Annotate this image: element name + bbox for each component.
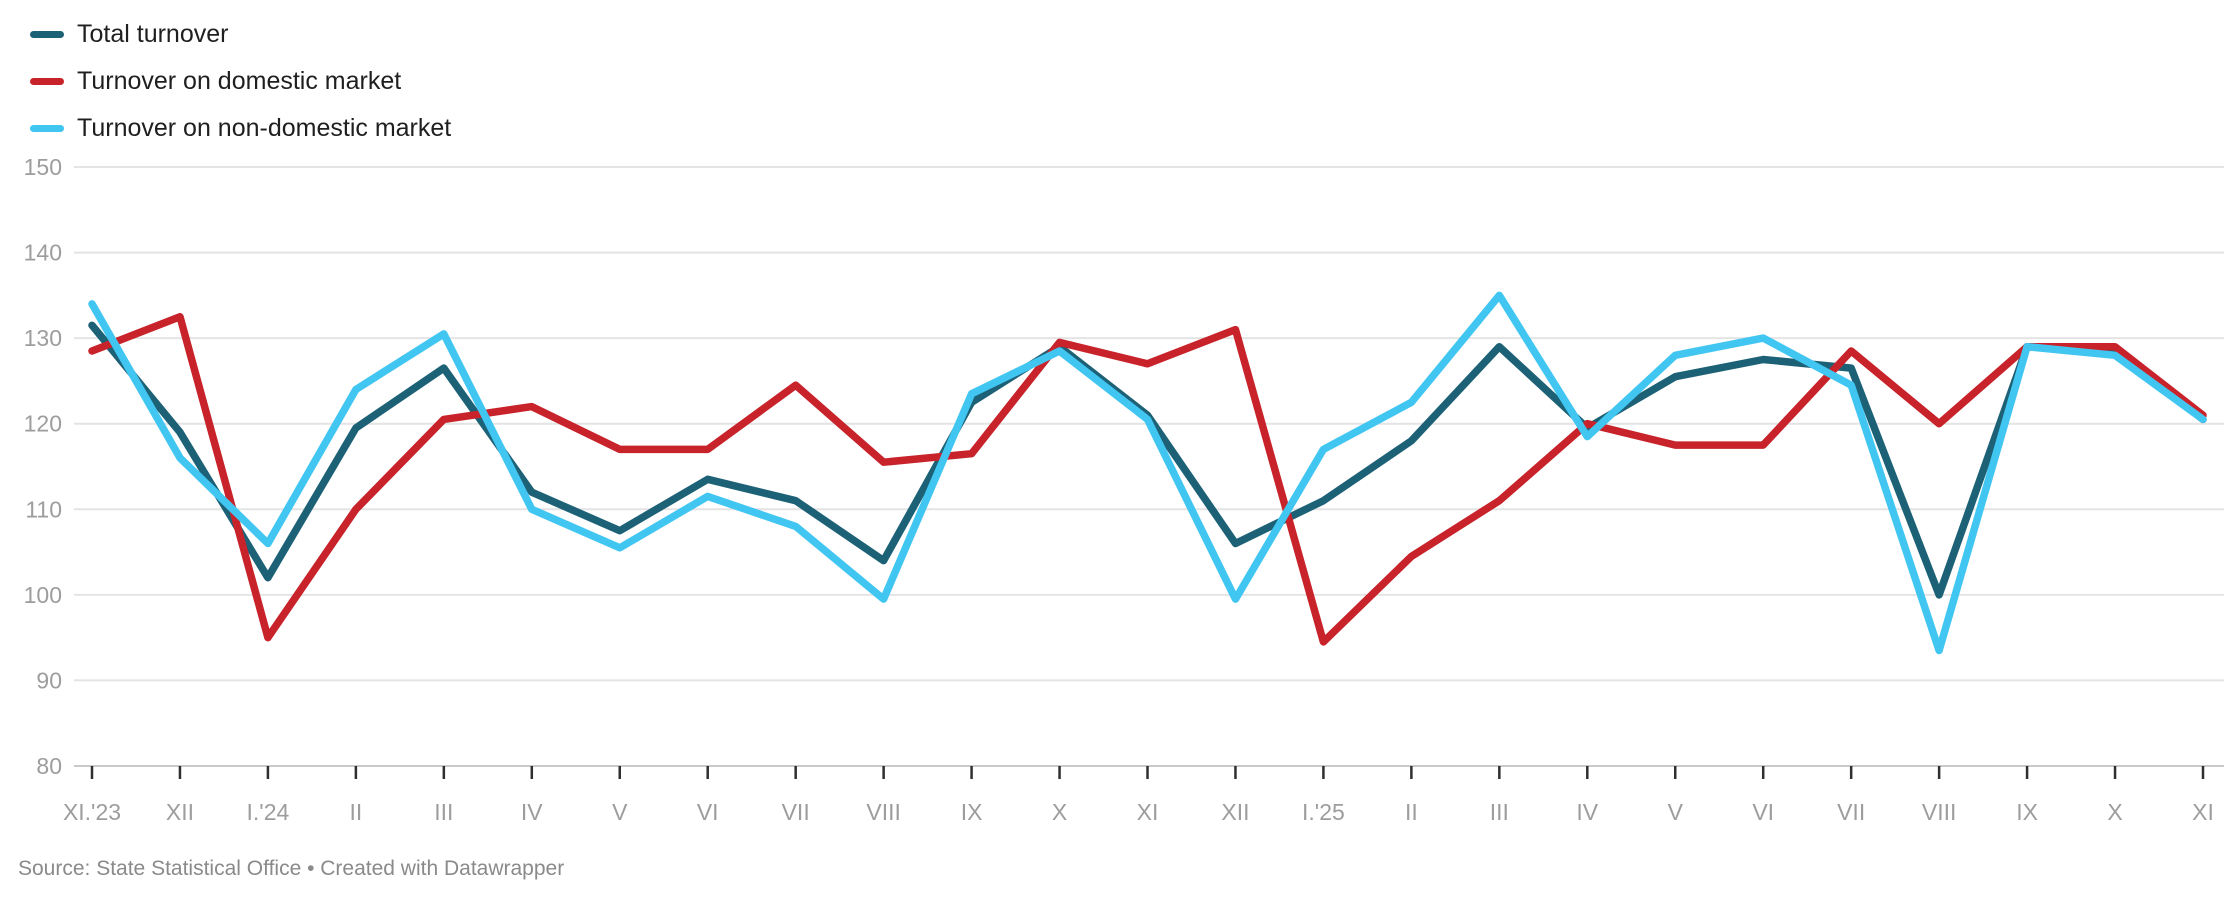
x-axis-label-0: XI.'23: [63, 799, 121, 825]
legend-item-domestic-market[interactable]: Turnover on domestic market: [30, 67, 451, 96]
line-turnover-on-domestic-market[interactable]: [88, 313, 2207, 646]
x-axis-label-5: IV: [521, 799, 543, 825]
legend-item-total-turnover[interactable]: Total turnover: [30, 20, 451, 49]
x-axis-label-1: XII: [166, 799, 194, 825]
legend-swatch-domestic-market: [30, 78, 64, 85]
y-axis-label-140: 140: [24, 240, 62, 266]
x-axis-label-15: II: [1405, 799, 1418, 825]
x-axis-label-7: VI: [697, 799, 719, 825]
legend-item-non-domestic-market[interactable]: Turnover on non-domestic market: [30, 114, 451, 143]
x-axis-label-24: XI: [2192, 799, 2214, 825]
x-axis-label-13: XII: [1221, 799, 1249, 825]
legend-swatch-total-turnover: [30, 31, 64, 38]
y-axis-label-90: 90: [36, 667, 62, 693]
x-axis-label-23: X: [2107, 799, 2122, 825]
x-axis-label-6: V: [612, 799, 628, 825]
x-axis-label-2: I.'24: [247, 799, 290, 825]
y-axis-label-150: 150: [24, 154, 62, 180]
legend-label: Turnover on domestic market: [77, 67, 402, 95]
line-turnover-on-non-domestic-market[interactable]: [88, 291, 2207, 655]
source-attribution: Source: State Statistical Office • Creat…: [18, 857, 565, 880]
x-axis-label-17: IV: [1576, 799, 1598, 825]
x-axis-label-10: IX: [961, 799, 983, 825]
legend: Total turnover Turnover on domestic mark…: [30, 20, 451, 143]
y-axis-label-110: 110: [25, 496, 62, 522]
x-axis-label-18: V: [1668, 799, 1684, 825]
x-axis-label-12: XI: [1137, 799, 1159, 825]
legend-label: Turnover on non-domestic market: [77, 114, 452, 142]
x-axis-label-20: VII: [1837, 799, 1865, 825]
legend-label: Total turnover: [77, 20, 229, 48]
y-axis-label-130: 130: [24, 325, 62, 351]
x-axis-label-19: VI: [1752, 799, 1774, 825]
y-axis-label-120: 120: [24, 411, 62, 437]
y-axis-label-100: 100: [24, 582, 62, 608]
x-axis-label-4: III: [434, 799, 453, 825]
x-axis-label-22: IX: [2016, 799, 2038, 825]
x-axis-label-9: VIII: [866, 799, 901, 825]
x-axis-label-3: II: [349, 799, 362, 825]
y-axis-label-80: 80: [36, 753, 62, 779]
x-axis-label-14: I.'25: [1302, 799, 1345, 825]
legend-swatch-non-domestic-market: [30, 125, 64, 132]
x-axis-label-8: VII: [782, 799, 810, 825]
x-axis-label-16: III: [1490, 799, 1509, 825]
x-axis-label-21: VIII: [1922, 799, 1957, 825]
x-axis-label-11: X: [1052, 799, 1067, 825]
